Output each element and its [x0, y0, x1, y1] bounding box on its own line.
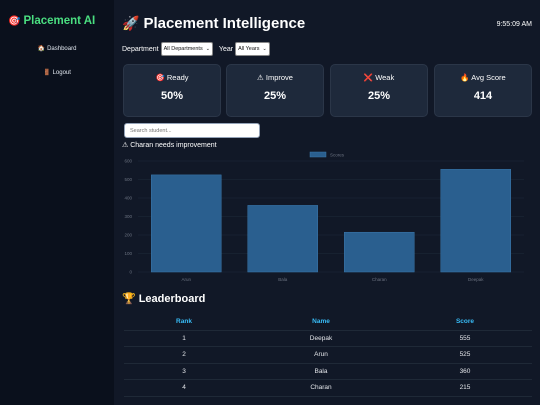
leaderboard-table: Rank Name Score 1 Deepak 555 2 Arun 525 …: [124, 313, 532, 397]
search-input[interactable]: [124, 123, 260, 138]
stat-card-weak: ❌ Weak 25%: [330, 64, 428, 117]
bar-deepak: [440, 169, 511, 273]
improvement-alert: ⚠ Charan needs improvement: [122, 142, 217, 149]
name-cell: Charan: [244, 379, 398, 397]
sidebar-item-dashboard[interactable]: 🏠 Dashboard: [0, 45, 114, 52]
stat-card-ready: 🎯 Ready 50%: [123, 64, 221, 117]
name-cell: Deepak: [244, 330, 398, 347]
y-tick-label: 600: [124, 159, 132, 164]
sidebar-item-logout[interactable]: 🚪 Logout: [0, 69, 114, 76]
department-select-value: All Departments: [163, 46, 203, 52]
year-select-value: All Years: [238, 46, 260, 52]
leaderboard-title-text: Leaderboard: [138, 293, 206, 305]
chevron-down-icon: ⌄: [205, 46, 210, 52]
stat-label: Ready: [166, 73, 189, 82]
filter-bar: Department All Departments ⌄ Year All Yea…: [122, 42, 276, 56]
leaderboard-title: 🏆 Leaderboard: [122, 292, 205, 305]
year-select[interactable]: All Years ⌄: [235, 42, 270, 56]
score-cell: 215: [398, 379, 532, 397]
column-header-rank: Rank: [124, 313, 244, 331]
y-tick-label: 500: [124, 177, 132, 182]
stat-label: Improve: [265, 73, 293, 82]
rank-cell: 3: [124, 363, 244, 380]
y-tick-label: 400: [124, 196, 132, 201]
legend-label: Scores: [330, 153, 345, 158]
clock: 9:55:09 AM: [496, 21, 532, 28]
x-tick-label: Arun: [181, 277, 191, 282]
table-row: 2 Arun 525: [124, 346, 532, 364]
stat-card-improve: ⚠ Improve 25%: [226, 64, 324, 117]
door-icon: 🚪: [43, 70, 51, 76]
rank-cell: 4: [124, 379, 244, 397]
name-cell: Arun: [244, 346, 398, 364]
score-cell: 555: [398, 330, 532, 347]
chevron-down-icon: ⌄: [262, 46, 267, 52]
target-icon: 🎯: [155, 73, 165, 82]
x-tick-label: Deepak: [468, 277, 484, 282]
column-header-score: Score: [398, 313, 532, 331]
rank-cell: 2: [124, 346, 244, 364]
x-tick-label: Bala: [278, 277, 288, 282]
y-tick-label: 100: [124, 251, 132, 256]
brand-name: Placement AI: [23, 15, 96, 27]
stat-value: 25%: [263, 90, 287, 102]
home-icon: 🏠: [37, 46, 46, 52]
table-row: 4 Charan 215: [124, 379, 532, 397]
department-select[interactable]: All Departments ⌄: [160, 42, 213, 56]
warning-icon: ⚠: [257, 73, 264, 82]
stat-value: 414: [473, 90, 493, 102]
stat-value: 50%: [160, 90, 184, 102]
bar-arun: [151, 174, 222, 273]
bar-bala: [247, 205, 318, 273]
page-title: 🚀 Placement Intelligence: [122, 15, 305, 32]
column-header-name: Name: [244, 313, 398, 331]
page-title-text: Placement Intelligence: [143, 15, 306, 32]
y-tick-label: 0: [129, 270, 132, 275]
sidebar-item-label: Dashboard: [47, 46, 77, 52]
sidebar: 🎯 Placement AI 🏠 Dashboard 🚪 Logout: [0, 0, 114, 405]
stat-card-avg-score: 🔥 Avg Score 414: [434, 64, 532, 117]
x-tick-label: Charan: [372, 277, 387, 282]
score-cell: 525: [398, 346, 532, 364]
sidebar-item-label: Logout: [52, 70, 71, 76]
cross-icon: ❌: [363, 73, 374, 82]
y-tick-label: 300: [124, 214, 132, 219]
target-icon: 🎯: [8, 16, 21, 27]
main-content: 🚀 Placement Intelligence 9:55:09 AM Depar…: [114, 0, 540, 405]
table-row: 3 Bala 360: [124, 363, 532, 380]
table-header-row: Rank Name Score: [124, 313, 532, 331]
score-bar-chart: 0 100 200 300 400 500 600 Scores Arun Bala Charan D…: [124, 151, 524, 282]
brand: 🎯 Placement AI: [8, 15, 95, 27]
score-cell: 360: [398, 363, 532, 380]
rank-cell: 1: [124, 330, 244, 347]
name-cell: Bala: [244, 363, 398, 380]
y-tick-label: 200: [124, 233, 132, 238]
legend-swatch: [309, 151, 327, 158]
stat-value: 25%: [367, 90, 391, 102]
stat-label: Avg Score: [471, 73, 506, 82]
department-label: Department: [122, 45, 159, 53]
bar-charan: [344, 231, 415, 273]
trophy-icon: 🏆: [122, 293, 136, 305]
table-row: 1 Deepak 555: [124, 330, 532, 347]
stat-label: Weak: [375, 73, 395, 82]
fire-icon: 🔥: [460, 73, 470, 82]
rocket-icon: 🚀: [122, 15, 140, 31]
year-label: Year: [218, 45, 234, 53]
